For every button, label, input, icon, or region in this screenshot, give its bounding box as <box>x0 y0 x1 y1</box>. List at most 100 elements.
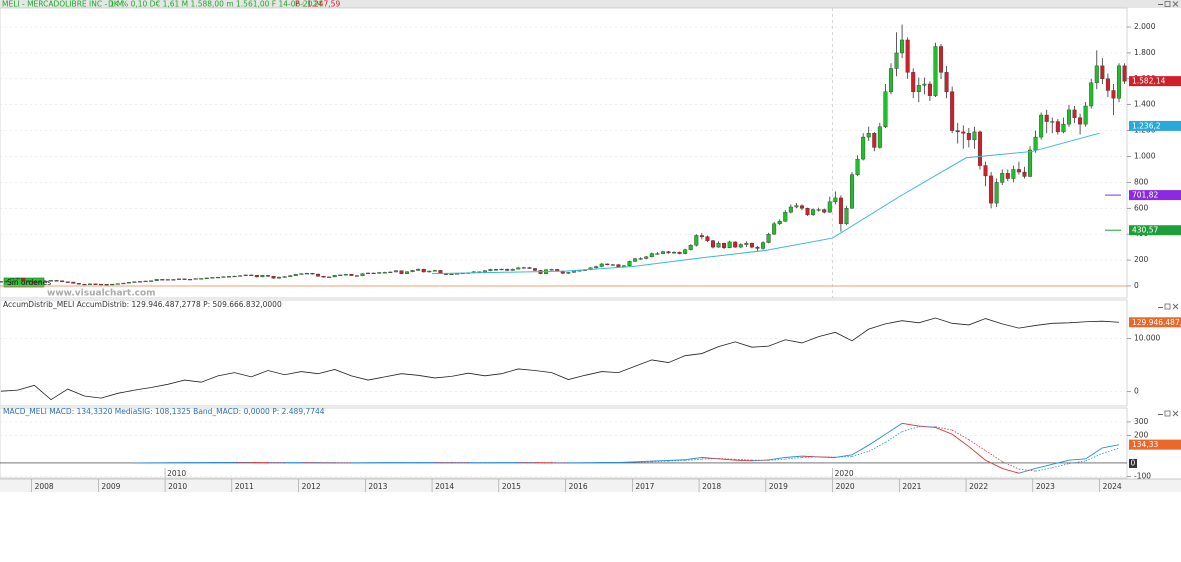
candle-body <box>527 267 532 269</box>
candle-body <box>710 240 715 248</box>
candle-body <box>566 272 571 274</box>
candle-body <box>488 269 493 271</box>
candle-body <box>955 130 960 133</box>
candle-body <box>87 283 92 285</box>
macd-segment <box>868 433 886 446</box>
candle-body <box>983 165 988 177</box>
macd-segment <box>751 459 769 462</box>
candle-body <box>638 258 643 260</box>
header-stats: DK % 0,10 D€ 1,61 M 1.588,00 m 1.561,00 … <box>108 0 322 9</box>
minimize-icon[interactable] <box>1158 4 1163 5</box>
candle-body <box>54 280 59 282</box>
macd-segment <box>635 460 652 463</box>
candle-body <box>627 261 632 266</box>
candle-body <box>516 267 521 270</box>
x-tick-label: 2018 <box>702 482 721 491</box>
macd-segment <box>1035 463 1053 469</box>
candle-body <box>549 269 554 271</box>
candle-body <box>816 209 821 211</box>
signal-segment <box>951 429 970 441</box>
candle-body <box>844 208 849 225</box>
price-tag <box>1129 439 1181 450</box>
candle-body <box>766 233 771 243</box>
candle-body <box>616 264 621 267</box>
price-tag <box>1129 76 1181 87</box>
y-tick-label: 300 <box>1134 417 1149 426</box>
candle-body <box>705 236 710 241</box>
candle-body <box>432 270 437 272</box>
x-tick-label: 2015 <box>502 482 521 491</box>
candle-body <box>861 136 866 160</box>
candle-body <box>644 256 649 259</box>
candle-body <box>260 275 265 278</box>
candle-body <box>388 271 393 273</box>
candle-body <box>772 223 777 235</box>
price-tag-label: 430,57 <box>1132 226 1158 235</box>
candle-body <box>1044 114 1049 122</box>
signal-segment <box>885 431 903 443</box>
candle-body <box>1072 109 1077 118</box>
close-icon[interactable] <box>1172 410 1179 417</box>
candle-body <box>677 252 682 254</box>
candle-body <box>599 263 604 267</box>
close-icon[interactable] <box>1172 303 1179 310</box>
candle-body <box>610 264 615 266</box>
candle-body <box>783 211 788 222</box>
macd-segment <box>735 459 752 462</box>
main-panel <box>0 7 1128 299</box>
candle-body <box>1055 121 1060 133</box>
candle-body <box>421 268 426 273</box>
macd-segment <box>835 454 853 458</box>
candle-body <box>1039 114 1044 138</box>
candle-body <box>449 273 454 276</box>
candle-body <box>188 279 193 281</box>
y-tick-label: 2.000 <box>1134 22 1156 31</box>
maximize-icon[interactable] <box>1164 303 1171 310</box>
accum-title: AccumDistrib_MELI AccumDistrib: 129.946.… <box>3 300 282 309</box>
candle-body <box>733 241 738 248</box>
candle-body <box>1033 136 1038 151</box>
candle-body <box>1094 65 1099 83</box>
candle-body <box>405 271 410 274</box>
candle-body <box>761 242 766 249</box>
candle-body <box>110 283 115 286</box>
macd-segment <box>651 460 669 462</box>
candle-body <box>744 243 749 245</box>
candle-body <box>1111 90 1116 99</box>
header-symbol: MELI - MERCADOLIBRE INC - 1 M <box>2 0 123 9</box>
candle-body <box>749 243 754 248</box>
candle-body <box>15 277 20 280</box>
candle-body <box>727 241 732 248</box>
candle-body <box>883 91 888 127</box>
macd-segment <box>785 455 803 458</box>
macd-segment <box>718 458 736 461</box>
macd-segment <box>818 456 836 458</box>
candle-body <box>827 201 832 213</box>
candle-body <box>939 46 944 73</box>
minimize-icon[interactable] <box>1158 414 1163 415</box>
macd-panel <box>0 407 1128 479</box>
x-tick-label: 2012 <box>302 482 321 491</box>
maximize-icon[interactable] <box>1164 410 1171 417</box>
candle-body <box>977 131 982 166</box>
candle-body <box>349 274 354 276</box>
candle-body <box>838 197 843 225</box>
candle-body <box>121 282 126 285</box>
candle-body <box>360 273 365 277</box>
macd-segment <box>668 459 686 461</box>
candle-body <box>265 275 270 277</box>
y-tick-label: 0 <box>1134 387 1139 396</box>
x-tick-label: 2013 <box>368 482 387 491</box>
candle-body <box>510 268 515 271</box>
x-tick-label: 2009 <box>101 482 120 491</box>
candle-body <box>1005 173 1010 179</box>
price-tag <box>1129 225 1181 236</box>
close-icon[interactable] <box>1172 1 1179 7</box>
candle-body <box>93 283 98 285</box>
x-tick-label: 2017 <box>635 482 654 491</box>
candle-body <box>1117 65 1122 99</box>
maximize-icon[interactable] <box>1164 1 1171 7</box>
candle-body <box>60 280 65 283</box>
minimize-icon[interactable] <box>1158 307 1163 308</box>
candle-body <box>115 283 120 285</box>
